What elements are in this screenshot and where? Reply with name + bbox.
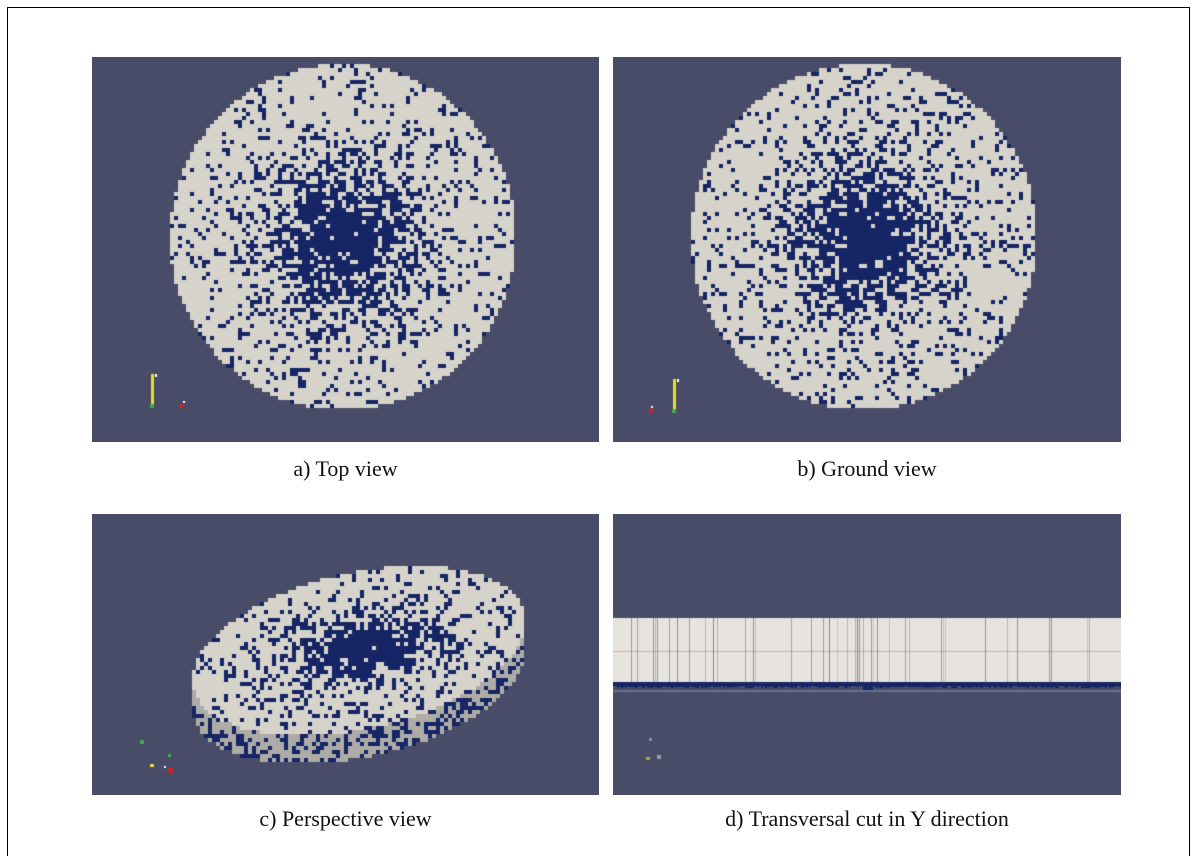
- perspective-view-render: [92, 514, 599, 795]
- ground-view-render: [613, 57, 1121, 442]
- caption-transversal-cut: d) Transversal cut in Y direction: [725, 806, 1009, 831]
- top-view-render: [92, 57, 599, 442]
- caption-top-view: a) Top view: [293, 456, 398, 481]
- figure-frame: [7, 7, 1190, 856]
- panel-top-view: [92, 57, 599, 442]
- caption-ground-view: b) Ground view: [797, 456, 937, 481]
- panel-ground-view: [613, 57, 1121, 442]
- caption-perspective-view: c) Perspective view: [259, 806, 432, 831]
- panel-transversal-cut: [613, 514, 1121, 795]
- transversal-cut-render: [613, 514, 1121, 795]
- panel-perspective-view: [92, 514, 599, 795]
